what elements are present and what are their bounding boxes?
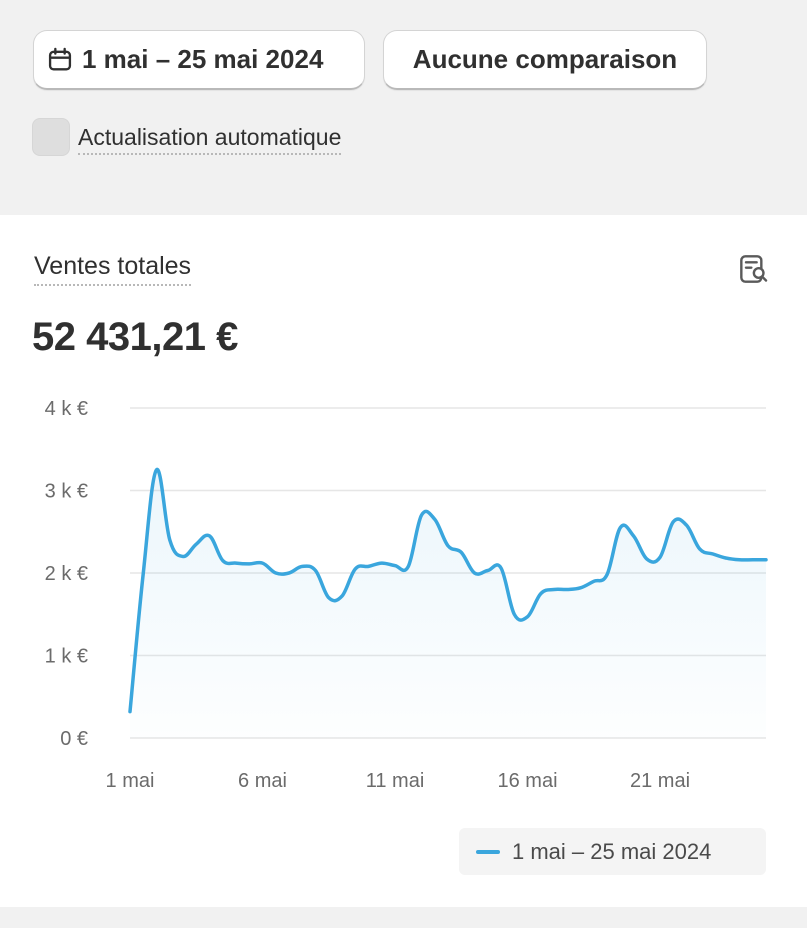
x-tick-label: 1 mai (106, 770, 155, 792)
comparison-button[interactable]: Aucune comparaison (383, 30, 707, 90)
x-tick-label: 11 mai (366, 770, 425, 792)
y-tick-label: 2 k € (45, 563, 88, 585)
legend-label: 1 mai – 25 mai 2024 (512, 838, 712, 864)
total-sales-card: Ventes totales 52 431,21 € 0 € 1 k € 2 k €… (0, 215, 807, 907)
auto-refresh-label: Actualisation automatique (78, 124, 342, 155)
chart-legend[interactable]: 1 mai – 25 mai 2024 (459, 828, 766, 875)
auto-refresh-checkbox[interactable] (32, 118, 70, 156)
x-tick-label: 21 mai (630, 770, 690, 792)
series-area (130, 469, 766, 738)
y-tick-label: 4 k € (45, 398, 88, 420)
x-tick-label: 6 mai (238, 770, 287, 792)
sales-line-chart: 0 € 1 k € 2 k € 3 k € 4 k € 1 mai 6 mai 11 mai… (45, 398, 768, 792)
date-range-button[interactable]: 1 mai – 25 mai 2024 (33, 30, 365, 90)
report-search-icon[interactable] (738, 253, 770, 285)
auto-refresh-toggle[interactable]: Actualisation automatique (32, 118, 342, 156)
bottom-strip (0, 907, 807, 928)
card-title[interactable]: Ventes totales (34, 252, 192, 286)
total-sales-value: 52 431,21 € (32, 315, 238, 359)
comparison-label: Aucune comparaison (412, 44, 678, 74)
toolbar-area: 1 mai – 25 mai 2024 Aucune comparaison A… (0, 0, 807, 215)
legend-swatch (476, 849, 500, 854)
y-tick-label: 1 k € (45, 646, 88, 668)
date-range-label: 1 mai – 25 mai 2024 (82, 44, 324, 74)
series-line[interactable] (128, 468, 768, 714)
y-tick-label: 3 k € (45, 481, 88, 503)
x-tick-label: 16 mai (497, 770, 557, 792)
calendar-icon (48, 47, 72, 70)
y-tick-label: 0 € (60, 728, 88, 750)
